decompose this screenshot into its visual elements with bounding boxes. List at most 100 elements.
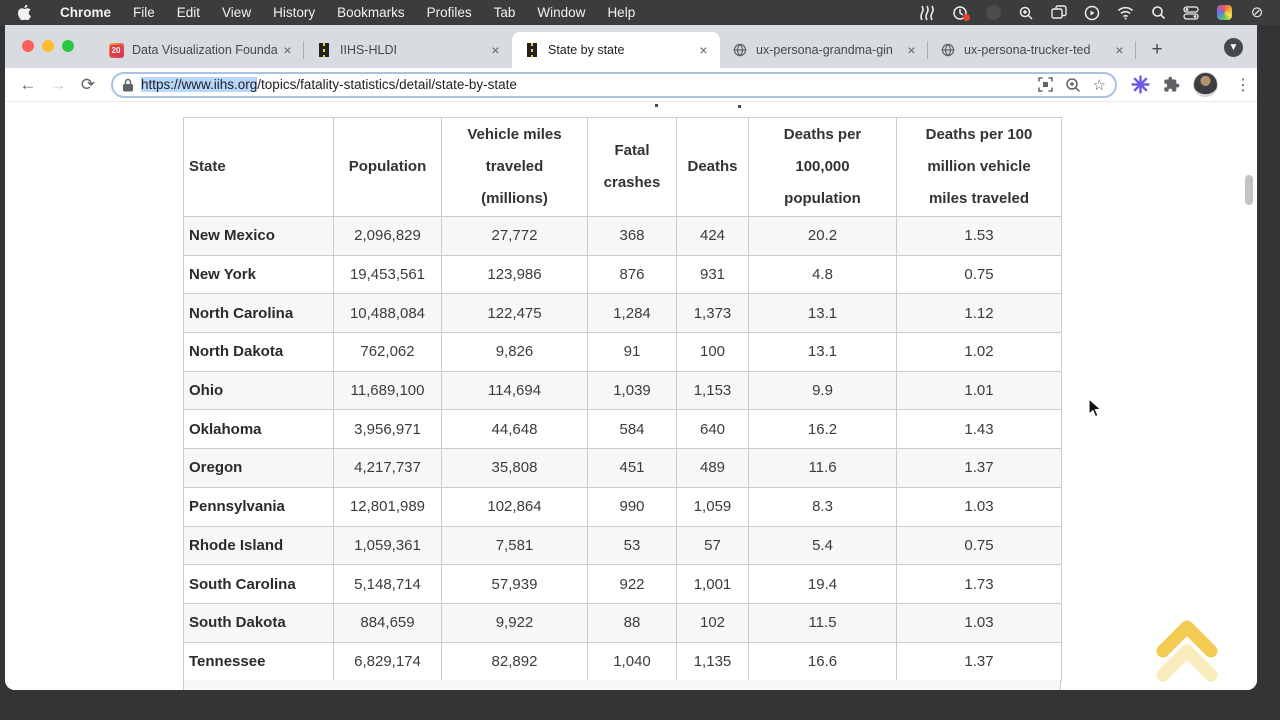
tab-ux-persona-trucker[interactable]: ux-persona-trucker-ted × — [928, 32, 1136, 68]
state-name-cell: North Dakota — [183, 332, 334, 372]
apple-menu-icon[interactable] — [18, 5, 31, 20]
browser-toolbar: ← → ⟳ https://www.iihs.org/topics/fatali… — [5, 68, 1257, 102]
tab-state-by-state-active[interactable]: State by state × — [512, 32, 720, 68]
value-cell: 102 — [676, 602, 749, 643]
bookmark-star-icon[interactable]: ☆ — [1092, 76, 1106, 94]
value-cell: 82,892 — [441, 641, 588, 682]
do-not-disturb-icon[interactable]: ⊘ — [1250, 4, 1264, 21]
menu-item-bookmarks[interactable]: Bookmarks — [337, 5, 405, 20]
value-cell: 990 — [587, 486, 677, 527]
qr-code-icon[interactable] — [1037, 77, 1053, 92]
table-row: Ohio 11,689,100 114,694 1,039 1,153 9.9 1.01 — [183, 370, 1062, 411]
tab-search-button[interactable]: ▼ — [1224, 38, 1243, 57]
menu-item-window[interactable]: Window — [537, 5, 586, 20]
menu-item-profiles[interactable]: Profiles — [426, 5, 472, 20]
sync-notification-icon[interactable] — [951, 4, 970, 22]
table-row: Pennsylvania 12,801,989 102,864 990 1,059 8.3… — [183, 486, 1062, 527]
url-text[interactable]: https://www.iihs.org/topics/fatality-sta… — [141, 77, 1026, 92]
menu-item-edit[interactable]: Edit — [176, 5, 201, 20]
value-cell: 1.37 — [896, 641, 1062, 682]
value-cell: 20.2 — [748, 216, 897, 256]
tab-data-visualization[interactable]: 20 Data Visualization Founda × — [96, 32, 304, 68]
table-row: North Dakota 762,062 9,826 91 100 13.1 1.02 — [183, 332, 1062, 372]
tab-ux-persona-grandma[interactable]: ux-persona-grandma-gin × — [720, 32, 928, 68]
value-cell: 9.9 — [748, 370, 897, 411]
vertical-scrollbar-thumb[interactable] — [1245, 175, 1253, 205]
state-name-cell: New Mexico — [183, 216, 334, 256]
padlock-icon[interactable] — [122, 78, 134, 92]
value-cell: 1.01 — [896, 370, 1062, 411]
tab-separator — [303, 41, 304, 59]
zoom-window-button[interactable] — [62, 40, 74, 52]
wifi-icon[interactable] — [1116, 4, 1134, 22]
value-cell: 1,039 — [587, 370, 677, 411]
mission-control-icon[interactable] — [1050, 4, 1068, 22]
tabs-container: 20 Data Visualization Founda × IIHS-HLDI… — [96, 32, 1136, 68]
value-cell: 1.53 — [896, 216, 1062, 256]
value-cell: 1,059,361 — [333, 525, 442, 566]
state-name-cell: North Carolina — [183, 293, 334, 334]
menu-item-file[interactable]: File — [133, 5, 155, 20]
state-name-cell: South Carolina — [183, 564, 334, 604]
address-bar[interactable]: https://www.iihs.org/topics/fatality-sta… — [111, 71, 1117, 98]
value-cell: 114,694 — [441, 370, 588, 411]
value-cell: 4.8 — [748, 254, 897, 295]
tab-label: ux-persona-trucker-ted — [964, 43, 1091, 57]
tab-iihs-hldi[interactable]: IIHS-HLDI × — [304, 32, 512, 68]
close-tab-icon[interactable]: × — [699, 42, 708, 58]
value-cell: 10,488,084 — [333, 293, 442, 334]
table-row: Tennessee 6,829,174 82,892 1,040 1,135 16.6 1.… — [183, 641, 1062, 682]
value-cell: 13.1 — [748, 332, 897, 372]
calendar-20-favicon: 20 — [108, 42, 124, 58]
control-center-icon[interactable] — [1182, 4, 1200, 22]
play-circle-icon[interactable] — [1083, 4, 1101, 22]
state-name-cell: New York — [183, 254, 334, 295]
close-tab-icon[interactable]: × — [1115, 42, 1124, 58]
back-button[interactable]: ← — [19, 74, 37, 94]
value-cell: 1,001 — [676, 564, 749, 604]
menu-item-history[interactable]: History — [273, 5, 316, 20]
menu-item-help[interactable]: Help — [607, 5, 636, 20]
menu-item-tab[interactable]: Tab — [493, 5, 516, 20]
chrome-menu-kebab-icon[interactable]: ⋮ — [1235, 76, 1251, 94]
page-zoom-icon[interactable] — [1065, 77, 1081, 93]
waves-app-icon[interactable] — [918, 4, 936, 22]
reload-button[interactable]: ⟳ — [80, 74, 96, 94]
dimmed-app-icon[interactable] — [984, 4, 1002, 22]
url-selected-text: https://www.iihs.org — [141, 77, 258, 92]
column-header: State — [183, 117, 334, 217]
close-tab-icon[interactable]: × — [907, 42, 916, 58]
extension-asterisk-icon[interactable] — [1131, 75, 1150, 94]
close-tab-icon[interactable]: × — [491, 42, 500, 58]
road-favicon — [316, 42, 332, 58]
tab-separator — [1135, 41, 1136, 59]
scroll-to-top-button[interactable] — [1155, 617, 1219, 689]
page-content: State Population Vehicle miles traveled (m… — [5, 102, 1257, 690]
extensions-puzzle-icon[interactable] — [1163, 76, 1180, 93]
table-row: New York 19,453,561 123,986 876 931 4.8 0.75 — [183, 254, 1062, 295]
new-tab-button[interactable]: + — [1151, 39, 1163, 60]
minimize-window-button[interactable] — [42, 40, 54, 52]
value-cell: 16.2 — [748, 409, 897, 450]
value-cell: 1,059 — [676, 486, 749, 527]
value-cell: 762,062 — [333, 332, 442, 372]
value-cell: 368 — [587, 216, 677, 256]
tab-separator — [927, 41, 928, 59]
menu-item-chrome[interactable]: Chrome — [60, 5, 112, 20]
profile-avatar[interactable] — [1193, 72, 1218, 97]
table-row: Oregon 4,217,737 35,808 451 489 11.6 1.37 — [183, 448, 1062, 488]
menu-item-view[interactable]: View — [222, 5, 252, 20]
value-cell: 57 — [676, 525, 749, 566]
zoom-app-icon[interactable] — [1017, 4, 1035, 22]
value-cell: 489 — [676, 448, 749, 488]
value-cell: 876 — [587, 254, 677, 295]
colorful-app-icon[interactable] — [1215, 4, 1233, 22]
value-cell: 11,689,100 — [333, 370, 442, 411]
spotlight-search-icon[interactable] — [1149, 4, 1167, 22]
tab-strip: 20 Data Visualization Founda × IIHS-HLDI… — [5, 25, 1257, 68]
forward-button[interactable]: → — [49, 74, 67, 94]
close-window-button[interactable] — [22, 40, 34, 52]
value-cell: 100 — [676, 332, 749, 372]
tab-label: Data Visualization Founda — [132, 43, 278, 57]
close-tab-icon[interactable]: × — [283, 42, 292, 58]
